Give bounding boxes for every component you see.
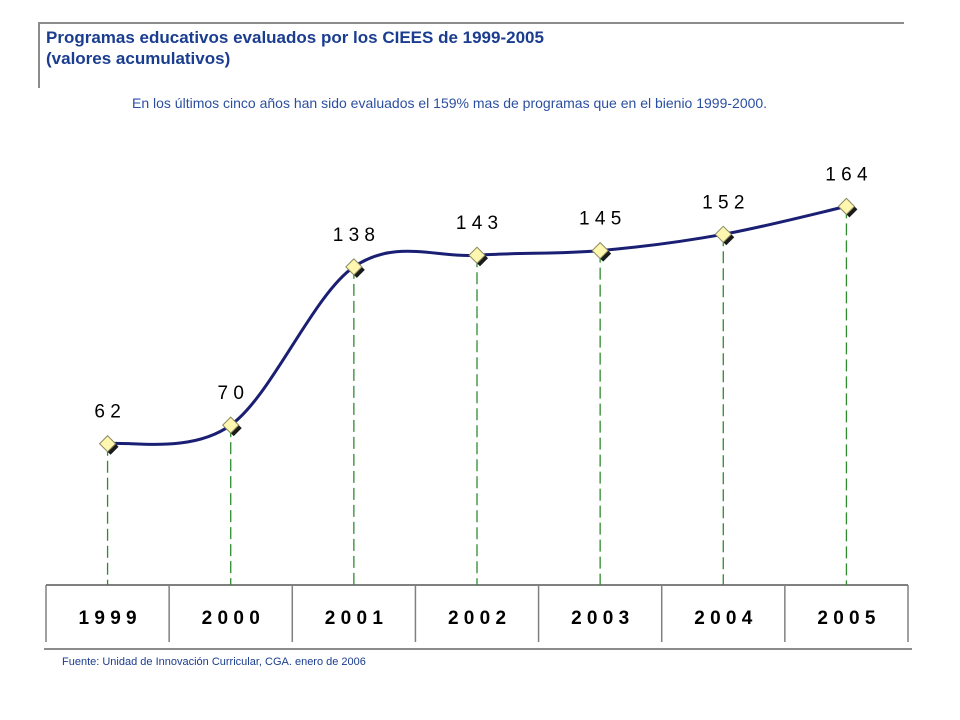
x-tick-label-2004: 2 0 0 4 xyxy=(694,608,753,629)
title-frame-top xyxy=(38,22,904,24)
chart-title-line2: (valores acumulativos) xyxy=(46,49,231,68)
chart-subtitle: En los últimos cinco años han sido evalu… xyxy=(132,95,768,111)
data-label-2003: 1 4 5 xyxy=(579,209,621,230)
data-point-2003 xyxy=(591,241,609,260)
x-tick-label-1999: 1 9 9 9 xyxy=(79,608,137,629)
title-frame-left xyxy=(38,22,40,88)
data-label-2005: 1 6 4 xyxy=(825,164,868,185)
chart-title-line1: Programas educativos evaluados por los C… xyxy=(46,28,544,47)
data-point-2002 xyxy=(468,246,486,264)
x-tick-label-2003: 2 0 0 3 xyxy=(571,608,629,629)
x-tick-label-2005: 2 0 0 5 xyxy=(817,608,876,629)
data-point-2000 xyxy=(222,416,240,434)
source-note: Fuente: Unidad de Innovación Curricular,… xyxy=(62,656,366,668)
x-tick-label-2000: 2 0 0 0 xyxy=(202,608,260,629)
data-label-2002: 1 4 3 xyxy=(456,213,498,234)
x-tick-label-2001: 2 0 0 1 xyxy=(325,608,384,629)
data-point-2004 xyxy=(714,225,732,244)
chart-title: Programas educativos evaluados por los C… xyxy=(46,27,544,69)
data-point-2001 xyxy=(345,258,363,276)
data-label-2000: 7 0 xyxy=(218,383,244,404)
data-label-2004: 1 5 2 xyxy=(702,192,744,213)
data-point-1999 xyxy=(98,435,117,453)
source-divider xyxy=(44,648,912,650)
data-label-1999: 6 2 xyxy=(94,402,120,423)
data-label-2001: 1 3 8 xyxy=(333,225,375,246)
x-tick-label-2002: 2 0 0 2 xyxy=(448,608,506,629)
data-point-2005 xyxy=(837,197,856,216)
